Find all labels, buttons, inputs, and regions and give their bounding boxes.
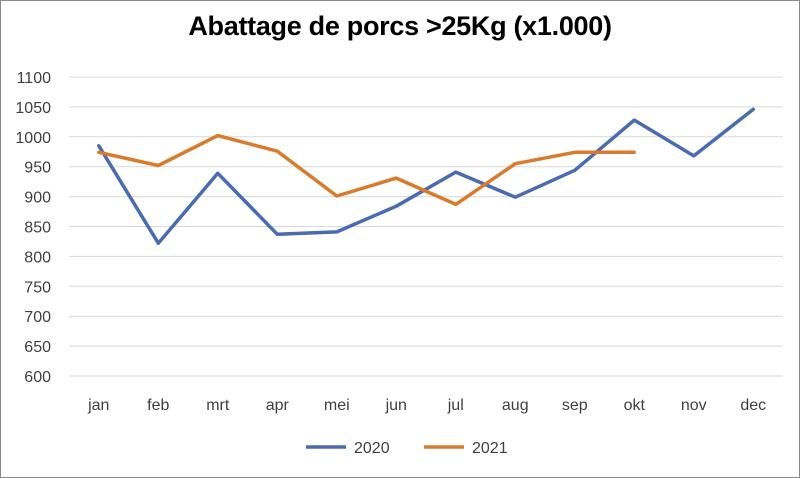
x-tick-label: okt [624, 397, 646, 414]
x-tick-label: apr [266, 397, 290, 414]
y-tick-label: 600 [24, 369, 51, 386]
x-tick-label: sep [562, 397, 588, 414]
y-tick-label: 750 [24, 279, 51, 296]
y-tick-label: 650 [24, 339, 51, 356]
x-tick-label: mrt [206, 397, 230, 414]
series-line-2020 [97, 107, 756, 245]
legend-label: 2020 [354, 440, 390, 457]
y-tick-label: 700 [24, 309, 51, 326]
x-tick-label: aug [502, 397, 529, 414]
y-tick-label: 950 [24, 160, 51, 177]
x-tick-label: mei [324, 397, 350, 414]
series-line-2021 [97, 133, 637, 207]
x-tick-label: jul [447, 397, 464, 414]
y-tick-label: 1000 [15, 130, 51, 147]
y-tick-label: 900 [24, 190, 51, 207]
y-tick-label: 850 [24, 220, 51, 237]
y-tick-label: 1100 [17, 70, 52, 87]
x-tick-label: nov [681, 397, 707, 414]
y-tick-label: 1050 [15, 100, 51, 117]
x-tick-label: jun [385, 397, 407, 414]
chart-title: Abattage de porcs >25Kg (x1.000) [188, 11, 612, 41]
x-tick-label: dec [740, 397, 766, 414]
y-tick-label: 800 [24, 249, 51, 266]
x-tick-label: feb [147, 397, 169, 414]
legend-label: 2021 [472, 440, 508, 457]
x-tick-label: jan [87, 397, 109, 414]
